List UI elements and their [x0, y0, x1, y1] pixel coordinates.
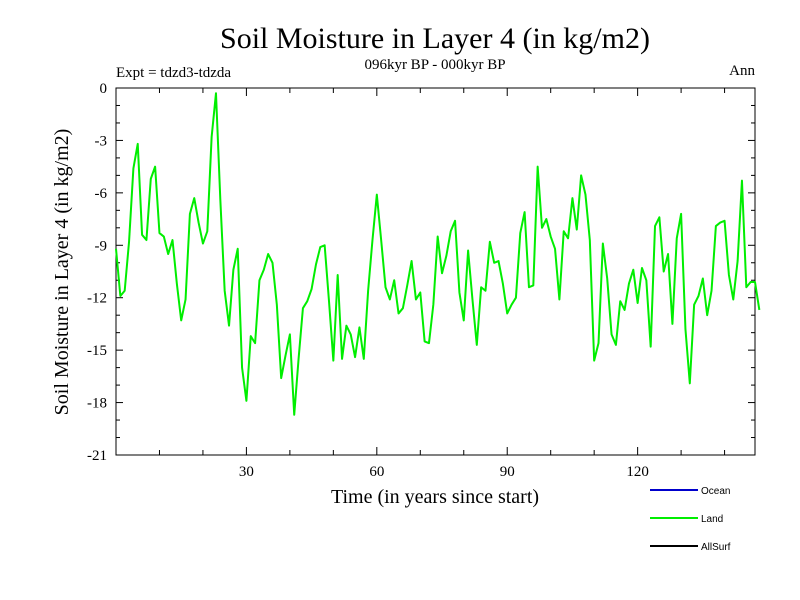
legend-label: AllSurf [701, 542, 731, 553]
y-tick-label: -9 [95, 238, 108, 254]
y-tick-label: 0 [100, 81, 108, 97]
y-axis: 0 -3 -6 -9 -12 -15 -18 -21 [87, 81, 755, 464]
x-axis-label: Time (in years since start) [331, 486, 539, 508]
y-tick-label: -12 [87, 291, 107, 307]
experiment-label: Expt = tdzd3-tdzda [116, 65, 231, 81]
y-tick-label: -3 [95, 133, 108, 149]
x-tick-label: 120 [626, 464, 649, 480]
y-tick-label: -21 [87, 448, 107, 464]
y-tick-label: -18 [87, 396, 107, 412]
period-label: Ann [729, 63, 755, 79]
x-tick-label: 60 [369, 464, 384, 480]
y-tick-label: -15 [87, 343, 107, 359]
chart-title: Soil Moisture in Layer 4 (in kg/m2) [220, 22, 650, 55]
legend-label: Ocean [701, 486, 730, 497]
x-tick-label: 90 [500, 464, 515, 480]
series-line-land [115, 92, 761, 416]
x-tick-label: 30 [239, 464, 254, 480]
chart-subtitle: 096kyr BP - 000kyr BP [364, 57, 505, 73]
plot-frame [115, 87, 756, 456]
legend-label: Land [701, 514, 723, 525]
y-tick-label: -6 [95, 186, 108, 202]
legend: Ocean Land AllSurf [650, 486, 731, 553]
x-axis: 30 60 90 120 [158, 88, 726, 480]
series-group [115, 92, 761, 416]
y-axis-label: Soil Moisture in Layer 4 (in kg/m2) [51, 129, 73, 416]
